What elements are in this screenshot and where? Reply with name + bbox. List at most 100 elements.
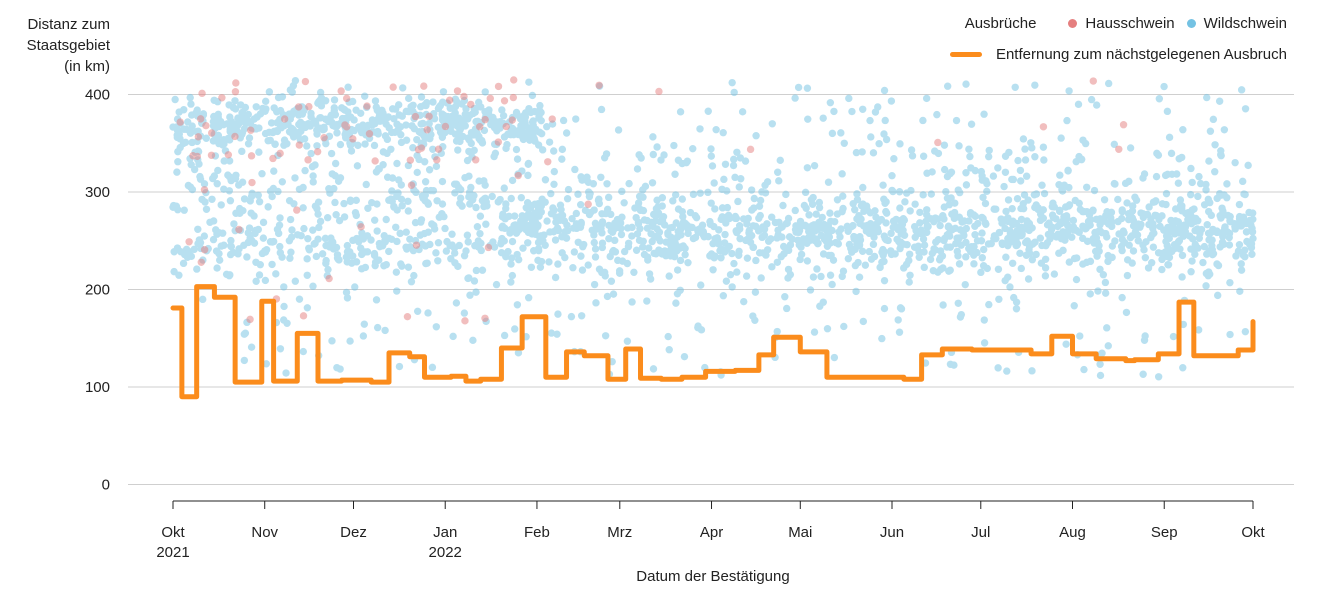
wild-boar-point xyxy=(417,93,426,101)
wild-boar-point xyxy=(1011,83,1019,91)
wild-boar-point xyxy=(1042,241,1050,250)
wild-boar-point xyxy=(196,172,204,181)
wild-boar-point xyxy=(175,108,183,116)
wild-boar-point xyxy=(855,273,864,281)
wild-boar-point xyxy=(738,108,747,116)
wild-boar-point xyxy=(950,214,959,223)
wild-boar-point xyxy=(718,185,726,193)
wild-boar-point xyxy=(461,122,469,130)
wild-boar-point xyxy=(331,159,340,168)
wild-boar-point xyxy=(631,204,639,212)
wild-boar-point xyxy=(373,323,382,332)
wild-boar-point xyxy=(278,178,287,186)
wild-boar-point xyxy=(628,223,636,232)
wild-boar-point xyxy=(498,234,506,243)
wild-boar-point xyxy=(545,258,553,266)
wild-boar-point xyxy=(478,139,487,147)
wild-boar-point xyxy=(776,156,784,165)
wild-boar-point xyxy=(510,221,518,230)
wild-boar-point xyxy=(280,136,289,144)
domestic-pig-point xyxy=(1115,145,1123,153)
wild-boar-point xyxy=(370,141,379,150)
domestic-pig-point xyxy=(460,92,468,101)
wild-boar-point xyxy=(1069,216,1078,225)
wild-boar-point xyxy=(244,110,252,119)
wild-boar-point xyxy=(952,116,961,125)
wild-boar-point xyxy=(1155,95,1164,103)
wild-boar-point xyxy=(471,104,480,113)
wild-boar-point xyxy=(812,210,820,218)
wild-boar-point xyxy=(962,80,970,88)
wild-boar-point xyxy=(1225,229,1234,238)
wild-boar-point xyxy=(472,117,480,126)
wild-boar-point xyxy=(1117,214,1126,223)
wild-boar-point xyxy=(802,222,811,231)
wild-boar-point xyxy=(1164,244,1172,253)
wild-boar-point xyxy=(645,270,654,278)
wild-boar-point xyxy=(226,197,235,205)
wild-boar-point xyxy=(424,228,433,236)
wild-boar-point xyxy=(905,278,913,286)
wild-boar-point xyxy=(1006,230,1015,238)
wild-boar-point xyxy=(507,254,516,262)
wild-boar-point xyxy=(214,166,222,175)
wild-boar-point xyxy=(880,276,889,285)
wild-boar-point xyxy=(238,108,247,116)
wild-boar-point xyxy=(962,169,970,177)
wild-boar-point xyxy=(562,129,571,137)
wild-boar-point xyxy=(1178,153,1186,162)
wild-boar-point xyxy=(823,227,831,235)
wild-boar-point xyxy=(1188,257,1196,265)
wild-boar-point xyxy=(186,93,194,102)
wild-boar-point xyxy=(475,177,483,185)
wild-boar-point xyxy=(1034,204,1042,212)
wild-boar-point xyxy=(1131,193,1139,201)
wild-boar-point xyxy=(601,332,610,340)
domestic-pig-point xyxy=(231,132,239,141)
wild-boar-point xyxy=(336,140,345,149)
wild-boar-point xyxy=(299,347,307,356)
wild-boar-point xyxy=(752,256,760,265)
wild-boar-point xyxy=(977,268,985,277)
wild-boar-point xyxy=(504,247,512,256)
wild-boar-point xyxy=(1231,158,1239,167)
wild-boar-point xyxy=(316,88,325,97)
wild-boar-point xyxy=(743,254,752,262)
wild-boar-point xyxy=(424,200,433,208)
wild-boar-point xyxy=(466,291,474,299)
wild-boar-point xyxy=(333,363,341,372)
wild-boar-point xyxy=(833,196,842,204)
wild-boar-point xyxy=(367,198,376,207)
wild-boar-point xyxy=(624,239,633,247)
wild-boar-point xyxy=(995,295,1003,303)
wild-boar-point xyxy=(527,263,536,271)
wild-boar-point xyxy=(290,200,298,208)
wild-boar-point xyxy=(826,209,834,217)
domestic-pig-point xyxy=(349,135,357,143)
wild-boar-point xyxy=(173,168,181,176)
wild-boar-point xyxy=(1215,97,1224,105)
domestic-pig-point xyxy=(280,115,289,123)
wild-boar-point xyxy=(372,296,381,304)
wild-boar-point xyxy=(408,122,416,130)
wild-boar-point xyxy=(894,316,902,324)
wild-boar-point xyxy=(775,177,783,185)
wild-boar-point xyxy=(1200,201,1209,209)
legend-item-wild: Wildschwein xyxy=(1186,15,1287,32)
wild-boar-point xyxy=(801,188,810,197)
wild-boar-point xyxy=(264,203,272,211)
domestic-pig-point xyxy=(441,122,450,131)
wild-boar-point xyxy=(902,260,911,269)
wild-boar-point xyxy=(527,201,536,210)
y-tick-label: 0 xyxy=(102,477,110,494)
wild-boar-point xyxy=(1111,237,1119,245)
wild-boar-point xyxy=(827,217,835,225)
wild-boar-point xyxy=(1223,180,1231,188)
wild-boar-point xyxy=(926,255,935,264)
wild-boar-point xyxy=(481,107,489,116)
wild-boar-point xyxy=(318,250,327,258)
wild-boar-point xyxy=(200,232,209,240)
wild-boar-point xyxy=(784,246,793,255)
wild-boar-point xyxy=(217,201,225,209)
wild-boar-point xyxy=(464,115,472,123)
